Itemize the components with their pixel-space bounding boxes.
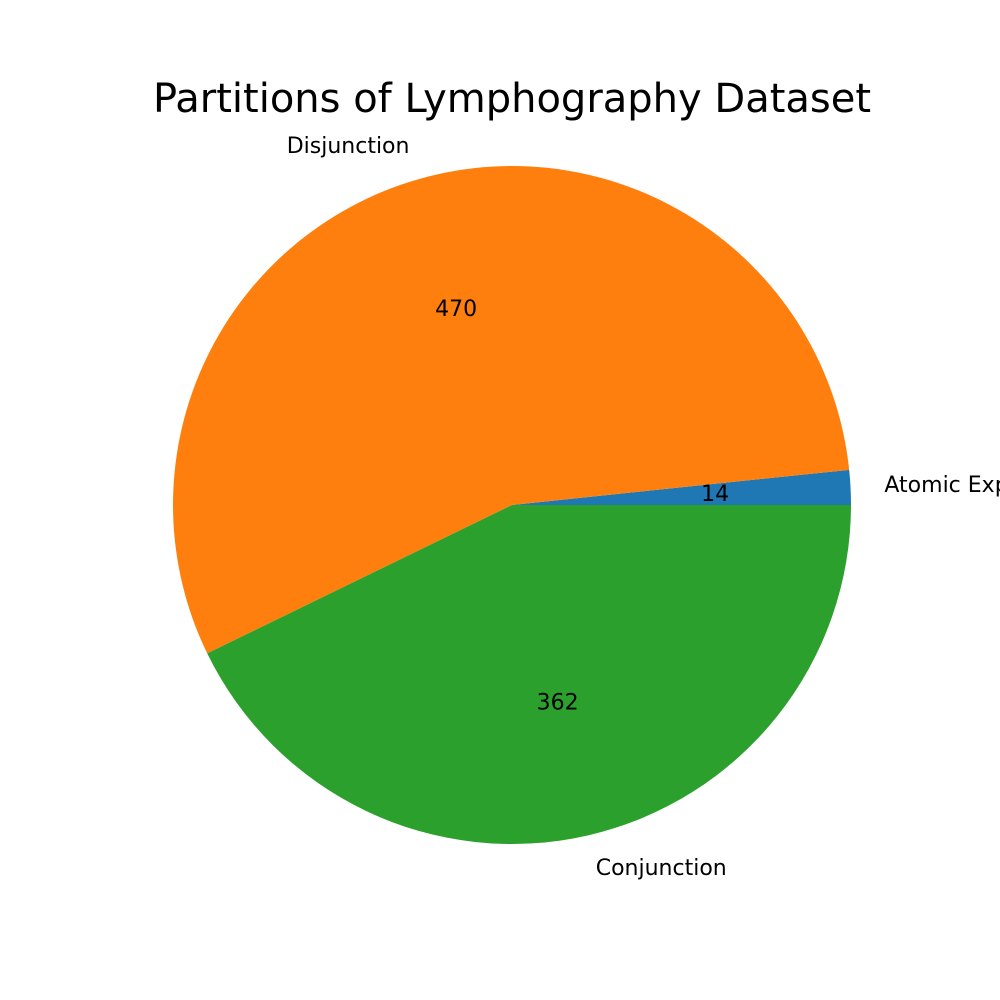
chart-title: Partitions of Lymphography Dataset [153, 76, 871, 122]
pie-value-atomic-expressions: 14 [701, 482, 729, 507]
pie-slices [172, 165, 852, 845]
pie-slice-atomic-expressions [512, 469, 852, 505]
pie-category-labels: Atomic Expressions Disjunction Conjunction [287, 134, 1000, 881]
pie-value-labels: 14 470 362 [435, 297, 729, 716]
pie-value-conjunction: 362 [537, 691, 579, 716]
pie-label-atomic-expressions: Atomic Expressions [884, 473, 1000, 498]
pie-value-disjunction: 470 [435, 297, 477, 322]
pie-slice-disjunction [172, 165, 850, 654]
pie-label-disjunction: Disjunction [287, 134, 410, 159]
pie-label-conjunction: Conjunction [596, 856, 727, 881]
pie-slice-conjunction [207, 505, 851, 845]
